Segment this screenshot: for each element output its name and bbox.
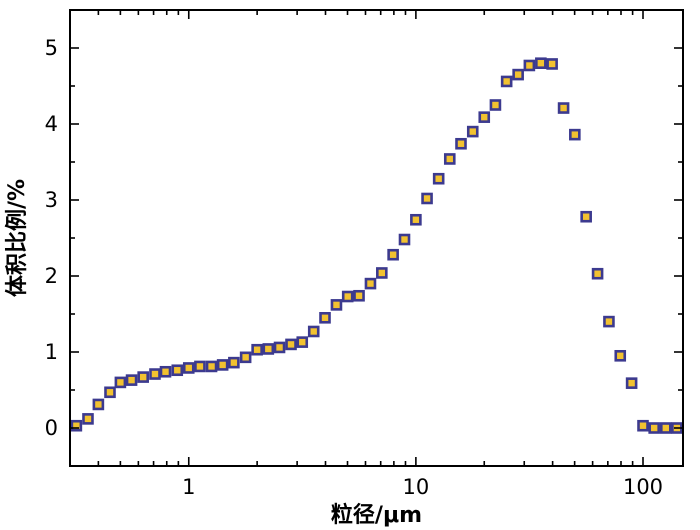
data-point <box>569 128 581 141</box>
data-point <box>580 210 592 223</box>
data-point <box>330 299 343 311</box>
x-tick-label: 10 <box>403 475 430 499</box>
data-point <box>319 311 331 324</box>
data-point <box>239 351 252 364</box>
y-tick-label: 0 <box>45 416 58 440</box>
data-point <box>557 102 570 114</box>
data-markers <box>70 57 683 434</box>
data-point <box>614 349 627 362</box>
data-point <box>285 338 297 351</box>
data-point <box>591 267 604 280</box>
data-point <box>535 57 547 70</box>
data-point <box>92 398 105 411</box>
data-point <box>376 267 388 279</box>
data-point <box>466 125 479 138</box>
data-point <box>194 360 206 373</box>
data-point <box>625 377 638 389</box>
data-point <box>251 343 263 356</box>
data-point <box>216 359 229 371</box>
y-tick-label: 1 <box>45 340 58 364</box>
data-point <box>410 213 422 226</box>
y-tick-label: 4 <box>45 112 58 136</box>
data-point <box>228 356 240 369</box>
data-point <box>432 172 445 185</box>
y-tick-label: 5 <box>45 36 58 60</box>
data-point <box>341 290 354 303</box>
data-point <box>273 341 286 354</box>
data-point <box>182 362 195 374</box>
data-point <box>398 233 411 246</box>
data-point <box>125 374 138 386</box>
data-point <box>149 368 161 380</box>
data-point <box>455 137 467 150</box>
x-axis-label: 粒径/μm <box>331 502 422 528</box>
data-point <box>603 315 615 328</box>
data-point <box>523 59 536 72</box>
data-point <box>137 371 149 383</box>
axes: 1 10 100 0 1 2 3 4 5 <box>45 9 684 499</box>
data-point <box>205 360 218 373</box>
data-point <box>546 58 558 70</box>
data-point <box>353 289 365 302</box>
data-point <box>70 419 83 432</box>
data-point <box>648 422 660 434</box>
x-tick-label: 1 <box>182 475 195 499</box>
y-axis-label: 体积比例/% <box>5 179 30 297</box>
data-point <box>489 99 502 111</box>
data-point <box>171 364 184 377</box>
data-point <box>296 336 309 348</box>
x-tick-label: 100 <box>623 475 663 499</box>
data-point <box>82 413 94 425</box>
data-point <box>500 75 513 88</box>
plot-frame <box>69 9 684 467</box>
data-point <box>421 192 433 205</box>
data-point <box>443 153 456 165</box>
y-tick-label: 2 <box>45 264 58 288</box>
y-tick-label: 3 <box>45 188 58 212</box>
data-point <box>262 343 275 355</box>
data-point <box>478 111 491 123</box>
data-point <box>660 422 672 434</box>
data-point <box>637 419 649 432</box>
data-point <box>159 365 172 378</box>
data-point <box>307 325 320 338</box>
data-point <box>104 386 116 399</box>
data-point <box>364 277 377 290</box>
data-point <box>114 376 127 389</box>
data-point <box>387 248 399 261</box>
data-point <box>512 68 524 81</box>
